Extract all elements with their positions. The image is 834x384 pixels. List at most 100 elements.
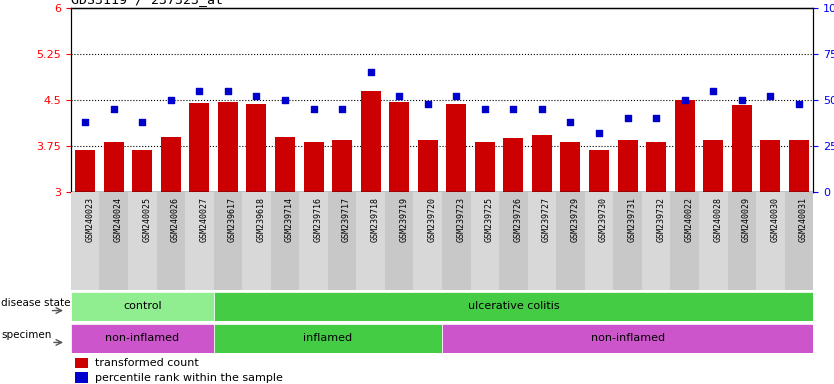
Text: GSM240027: GSM240027 [199, 197, 208, 242]
Bar [360, 91, 380, 376]
Text: GSM240024: GSM240024 [113, 197, 123, 242]
Point [193, 88, 206, 94]
Bar [731, 105, 751, 376]
Bar [247, 104, 266, 376]
Point [620, 115, 634, 121]
Bar [418, 141, 438, 376]
Point [78, 119, 92, 125]
Text: ulcerative colitis: ulcerative colitis [468, 301, 560, 311]
Point [136, 119, 149, 125]
Point [564, 119, 577, 125]
Bar [214, 324, 442, 353]
Point [421, 101, 435, 107]
Text: GSM239717: GSM239717 [342, 197, 351, 242]
Text: GSM240030: GSM240030 [771, 197, 779, 242]
Bar [475, 142, 495, 376]
Bar [414, 192, 442, 290]
Text: GSM240029: GSM240029 [741, 197, 751, 242]
Bar [128, 192, 157, 290]
Text: GSM239718: GSM239718 [370, 197, 379, 242]
Bar [133, 150, 153, 376]
Bar [699, 192, 727, 290]
Point [307, 106, 320, 112]
Text: GSM240025: GSM240025 [143, 197, 151, 242]
Text: GSM239732: GSM239732 [656, 197, 666, 242]
Point [164, 97, 178, 103]
Point [335, 106, 349, 112]
Point [364, 69, 377, 75]
Point [507, 106, 520, 112]
Bar [304, 142, 324, 376]
Text: GSM239726: GSM239726 [514, 197, 522, 242]
Bar [389, 102, 409, 376]
Bar [504, 138, 524, 376]
Point [706, 88, 720, 94]
Point [535, 106, 549, 112]
Bar [646, 142, 666, 376]
Bar [727, 192, 756, 290]
Text: GSM239617: GSM239617 [228, 197, 237, 242]
Point [221, 88, 234, 94]
Text: GSM239716: GSM239716 [314, 197, 323, 242]
Text: GSM239730: GSM239730 [599, 197, 608, 242]
Text: GSM240026: GSM240026 [171, 197, 180, 242]
Text: GSM239720: GSM239720 [428, 197, 437, 242]
Bar [446, 104, 466, 376]
Point [764, 93, 777, 99]
Bar [789, 140, 809, 376]
Bar [71, 192, 99, 290]
Bar [271, 192, 299, 290]
Bar [761, 141, 781, 376]
Bar [671, 192, 699, 290]
Bar [299, 192, 328, 290]
Text: GSM239719: GSM239719 [399, 197, 408, 242]
Point [592, 130, 605, 136]
Bar [385, 192, 414, 290]
Bar [74, 358, 88, 368]
Text: GSM240031: GSM240031 [799, 197, 808, 242]
Bar [214, 292, 813, 321]
Bar [560, 142, 580, 376]
Text: GSM239723: GSM239723 [456, 197, 465, 242]
Bar [189, 103, 209, 376]
Text: control: control [123, 301, 162, 311]
Point [678, 97, 691, 103]
Text: percentile rank within the sample: percentile rank within the sample [94, 372, 283, 383]
Bar [185, 192, 214, 290]
Bar [75, 150, 95, 376]
Text: GSM239618: GSM239618 [256, 197, 265, 242]
Bar [442, 192, 470, 290]
Text: GSM240023: GSM240023 [85, 197, 94, 242]
Bar [589, 150, 609, 376]
Bar [618, 140, 637, 376]
Bar [71, 292, 214, 321]
Text: GDS3119 / 237323_at: GDS3119 / 237323_at [71, 0, 223, 7]
Bar [470, 192, 499, 290]
Bar [74, 372, 88, 382]
Text: GSM239731: GSM239731 [627, 197, 636, 242]
Text: GSM239727: GSM239727 [542, 197, 551, 242]
Text: disease state: disease state [2, 298, 71, 308]
Bar [214, 192, 242, 290]
Text: GSM240028: GSM240028 [713, 197, 722, 242]
Bar [218, 102, 238, 376]
Bar [157, 192, 185, 290]
Bar [756, 192, 785, 290]
Text: GSM240022: GSM240022 [685, 197, 694, 242]
Text: GSM239725: GSM239725 [485, 197, 494, 242]
Bar [71, 324, 214, 353]
Bar [99, 192, 128, 290]
Point [650, 115, 663, 121]
Text: inflamed: inflamed [304, 333, 353, 343]
Bar [785, 192, 813, 290]
Bar [442, 324, 813, 353]
Point [107, 106, 120, 112]
Text: specimen: specimen [2, 330, 52, 340]
Point [279, 97, 292, 103]
Point [792, 101, 806, 107]
Text: GSM239714: GSM239714 [285, 197, 294, 242]
Bar [532, 136, 552, 376]
Bar [356, 192, 385, 290]
Text: non-inflamed: non-inflamed [105, 333, 179, 343]
Point [735, 97, 748, 103]
